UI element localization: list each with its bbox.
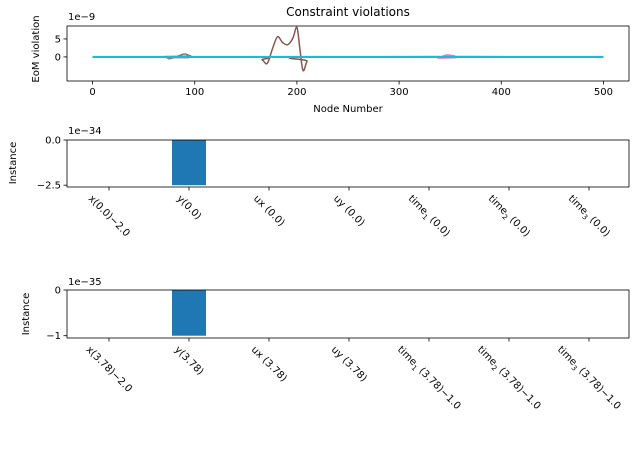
x-tick-label: time1 (0.0) <box>404 193 451 240</box>
x-tick-label: 200 <box>287 87 306 98</box>
label-base: y(3.78) <box>172 344 205 377</box>
x-tick-label: ux (0.0) <box>251 193 287 229</box>
y-axis-label-bottom: Instance <box>21 293 32 336</box>
y-axis-label-top: EoM violation <box>31 15 42 82</box>
x-tick-label: uy (0.0) <box>331 193 367 229</box>
offset-text-top: 1e−9 <box>68 12 95 23</box>
bar <box>172 140 206 186</box>
x-tick-label: 300 <box>390 87 409 98</box>
bar <box>172 290 206 336</box>
bar-plot-final: 0 −1 x(3.78)−2.0 y(3.78) ux (3.78) uy (3.78) t… <box>46 286 630 413</box>
x-tick-label: y(3.78) <box>172 344 205 377</box>
y-tick-label: 0.0 <box>45 136 61 147</box>
label-base: uy (3.78) <box>329 344 369 384</box>
label-rest: (0.0) <box>585 212 612 239</box>
line-plot: 0 100 200 300 400 500 0 5 <box>55 25 630 98</box>
label-subscript: 2 <box>490 364 499 373</box>
x-tick-label: time3 (0.0) <box>564 193 611 240</box>
label-subscript: 1 <box>420 213 429 222</box>
label-subscript: 1 <box>410 364 419 373</box>
x-tick-label: 0 <box>89 87 95 98</box>
label-base: x(3.78)−2.0 <box>84 344 134 394</box>
series-group <box>92 26 604 72</box>
x-tick-label: y(0.0) <box>174 193 203 222</box>
y-tick-label: 0 <box>55 52 61 63</box>
axes-frame <box>66 289 630 339</box>
y-tick-label: 5 <box>55 34 61 45</box>
label-rest: (0.0) <box>505 212 532 239</box>
label-subscript: 2 <box>500 213 509 222</box>
axes-frame <box>66 139 630 188</box>
x-tick-label: 100 <box>185 87 204 98</box>
label-base: uy (0.0) <box>331 193 367 229</box>
offset-text-bottom: 1e−35 <box>68 277 102 288</box>
y-tick-label: −2.5 <box>37 181 61 192</box>
x-tick-label: x(0.0)−2.0 <box>86 193 132 239</box>
x-tick-label: uy (3.78) <box>329 344 369 384</box>
x-tick-label: x(3.78)−2.0 <box>84 344 134 394</box>
label-base: x(0.0)−2.0 <box>86 193 132 239</box>
label-subscript: 3 <box>580 213 589 222</box>
label-subscript: 3 <box>570 364 579 373</box>
x-axis-label-top: Node Number <box>313 104 383 115</box>
x-tick-label: time2 (3.78)−1.0 <box>474 344 543 413</box>
x-tick-label: 400 <box>492 87 511 98</box>
offset-text-mid: 1e−34 <box>68 126 102 137</box>
x-tick-label: time3 (3.78)−1.0 <box>554 344 623 413</box>
y-axis-label-mid: Instance <box>8 142 19 185</box>
x-tick-label: time1 (3.78)−1.0 <box>394 344 463 413</box>
chart-title: Constraint violations <box>286 5 410 19</box>
x-tick-label: 500 <box>594 87 613 98</box>
bar-plot-initial: 0.0 −2.5 x(0.0)−2.0 y(0.0) ux (0.0) uy (0.0) t… <box>37 136 630 240</box>
label-base: ux (3.78) <box>249 344 289 384</box>
label-rest: (3.78)−1.0 <box>414 363 462 411</box>
y-tick-label: −1 <box>46 331 61 342</box>
label-base: y(0.0) <box>174 193 203 222</box>
x-tick-label: ux (3.78) <box>249 344 289 384</box>
series-line-5 <box>92 26 604 72</box>
y-tick-label: 0 <box>55 286 61 297</box>
label-rest: (3.78)−1.0 <box>494 363 542 411</box>
label-rest: (3.78)−1.0 <box>574 363 622 411</box>
label-base: ux (0.0) <box>251 193 287 229</box>
label-rest: (0.0) <box>425 212 452 239</box>
axes-frame <box>66 25 630 82</box>
x-tick-label: time2 (0.0) <box>484 193 531 240</box>
